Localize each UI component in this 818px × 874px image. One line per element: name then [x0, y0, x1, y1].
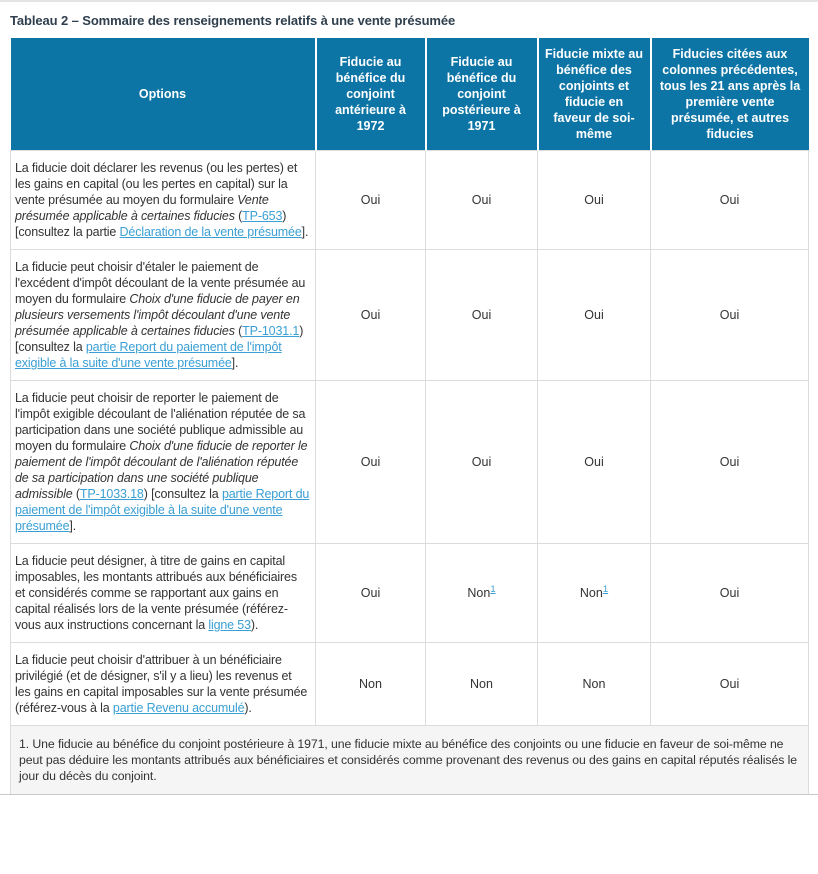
option-text: ) [consultez la — [15, 324, 304, 354]
value-cell: Oui — [650, 249, 809, 381]
option-cell: La fiducie peut désigner, à titre de gai… — [10, 543, 316, 643]
option-text: ]. — [69, 519, 77, 533]
value-cell: Oui — [425, 249, 538, 381]
value-cell: Oui — [537, 150, 651, 250]
value-text: Non — [359, 677, 382, 691]
inline-link[interactable]: TP-1033.18 — [79, 487, 144, 501]
inline-link[interactable]: ligne 53 — [208, 618, 251, 632]
value-cell: Oui — [315, 249, 426, 381]
value-cell: Non — [315, 642, 426, 726]
option-text: ( — [72, 487, 80, 501]
value-cell: Oui — [425, 380, 538, 544]
value-text: Non — [579, 586, 603, 600]
option-text: ( — [234, 209, 243, 223]
value-cell: Oui — [650, 642, 809, 726]
footnote-ref: 1 — [490, 584, 495, 595]
value-cell: Oui — [650, 543, 809, 643]
column-header-options: Options — [10, 38, 317, 151]
value-cell: Oui — [315, 380, 426, 544]
option-cell: La fiducie peut choisir d'attribuer à un… — [10, 642, 316, 726]
inline-link[interactable]: partie Report du paiement de l'impôt exi… — [15, 487, 310, 533]
value-cell: Oui — [315, 543, 426, 643]
value-text: Oui — [719, 455, 740, 469]
option-text: La fiducie peut choisir d'attribuer à un… — [15, 653, 308, 715]
table-header-row: Options Fiducie au bénéfice du conjoint a… — [10, 38, 809, 151]
option-text: ). — [244, 701, 252, 715]
value-text: Oui — [719, 193, 740, 207]
table-footnote: 1. Une fiducie au bénéfice du conjoint p… — [10, 725, 809, 794]
value-text: Oui — [360, 586, 381, 600]
table-header: Options Fiducie au bénéfice du conjoint a… — [10, 38, 809, 151]
option-text: ]. — [231, 356, 239, 370]
option-text: La fiducie peut désigner, à titre de gai… — [15, 554, 297, 632]
column-header-3: Fiducie mixte au bénéfice des conjoints … — [536, 38, 652, 151]
italic-text: Choix d'une fiducie de reporter le paiem… — [15, 439, 308, 501]
table-row: La fiducie peut choisir d'étaler le paie… — [10, 249, 809, 381]
value-cell: Non1 — [425, 543, 538, 643]
value-cell: Non — [537, 642, 651, 726]
footnote-ref: 1 — [603, 584, 608, 595]
option-cell: La fiducie peut choisir de reporter le p… — [10, 380, 316, 544]
table-title: Tableau 2 – Sommaire des renseignements … — [10, 13, 456, 28]
bottom-divider — [0, 794, 818, 795]
table-row: La fiducie doit déclarer les revenus (ou… — [10, 150, 809, 250]
top-divider — [0, 0, 818, 2]
value-text: Non — [467, 586, 491, 600]
value-text: Non — [470, 677, 493, 691]
option-cell: La fiducie peut choisir d'étaler le paie… — [10, 249, 316, 381]
value-text: Oui — [719, 308, 740, 322]
value-cell: Oui — [537, 249, 651, 381]
table-row: La fiducie peut choisir de reporter le p… — [10, 380, 809, 544]
value-cell: Non1 — [537, 543, 651, 643]
value-cell: Oui — [650, 150, 809, 250]
value-text: Oui — [360, 308, 381, 322]
value-cell: Oui — [315, 150, 426, 250]
footnote-ref-link[interactable]: 1 — [490, 583, 496, 595]
value-text: Oui — [719, 677, 740, 691]
inline-link[interactable]: TP-653 — [242, 209, 283, 223]
table-row: La fiducie peut désigner, à titre de gai… — [10, 543, 809, 643]
value-text: Oui — [360, 193, 381, 207]
value-cell: Oui — [650, 380, 809, 544]
column-header-4: Fiducies citées aux colonnes précédentes… — [649, 38, 809, 151]
value-text: Oui — [360, 455, 381, 469]
option-text: ) [consultez la — [143, 487, 222, 501]
option-text: ]. — [301, 225, 309, 239]
inline-link[interactable]: TP-1031.1 — [242, 324, 300, 338]
inline-link[interactable]: partie Revenu accumulé — [112, 701, 245, 715]
table-footer: 1. Une fiducie au bénéfice du conjoint p… — [10, 725, 809, 794]
option-text: La fiducie peut choisir de reporter le p… — [15, 391, 306, 453]
footnote-ref-link[interactable]: 1 — [602, 583, 609, 595]
page-content: Tableau 2 – Sommaire des renseignements … — [0, 13, 818, 794]
option-text: ). — [250, 618, 259, 632]
option-text: La fiducie doit déclarer les revenus (ou… — [15, 161, 298, 207]
inline-link[interactable]: Déclaration de la vente présumée — [119, 225, 302, 239]
value-text: Oui — [471, 308, 492, 322]
value-cell: Non — [425, 642, 538, 726]
footnote-row: 1. Une fiducie au bénéfice du conjoint p… — [10, 725, 809, 794]
value-text: Oui — [719, 586, 740, 600]
option-text: ) [consultez la partie — [15, 209, 287, 239]
option-text: La fiducie peut choisir d'étaler le paie… — [15, 260, 306, 306]
value-text: Oui — [471, 193, 492, 207]
table-row: La fiducie peut choisir d'attribuer à un… — [10, 642, 809, 726]
value-text: Oui — [584, 308, 604, 322]
italic-text: Vente présumée applicable à certaines fi… — [15, 193, 269, 223]
value-text: Oui — [584, 455, 604, 469]
value-cell: Oui — [537, 380, 651, 544]
value-text: Non — [582, 677, 606, 691]
option-text: ( — [234, 324, 243, 338]
inline-link[interactable]: partie Report du paiement de l'impôt exi… — [15, 340, 282, 370]
option-cell: La fiducie doit déclarer les revenus (ou… — [10, 150, 316, 250]
value-text: Oui — [471, 455, 492, 469]
italic-text: Choix d'une fiducie de payer en plusieur… — [15, 292, 300, 338]
column-header-1: Fiducie au bénéfice du conjoint antérieu… — [314, 38, 427, 151]
value-cell: Oui — [425, 150, 538, 250]
summary-table: Options Fiducie au bénéfice du conjoint a… — [10, 38, 809, 794]
table-body: La fiducie doit déclarer les revenus (ou… — [10, 150, 809, 726]
column-header-2: Fiducie au bénéfice du conjoint postérie… — [424, 38, 539, 151]
value-text: Oui — [584, 193, 604, 207]
